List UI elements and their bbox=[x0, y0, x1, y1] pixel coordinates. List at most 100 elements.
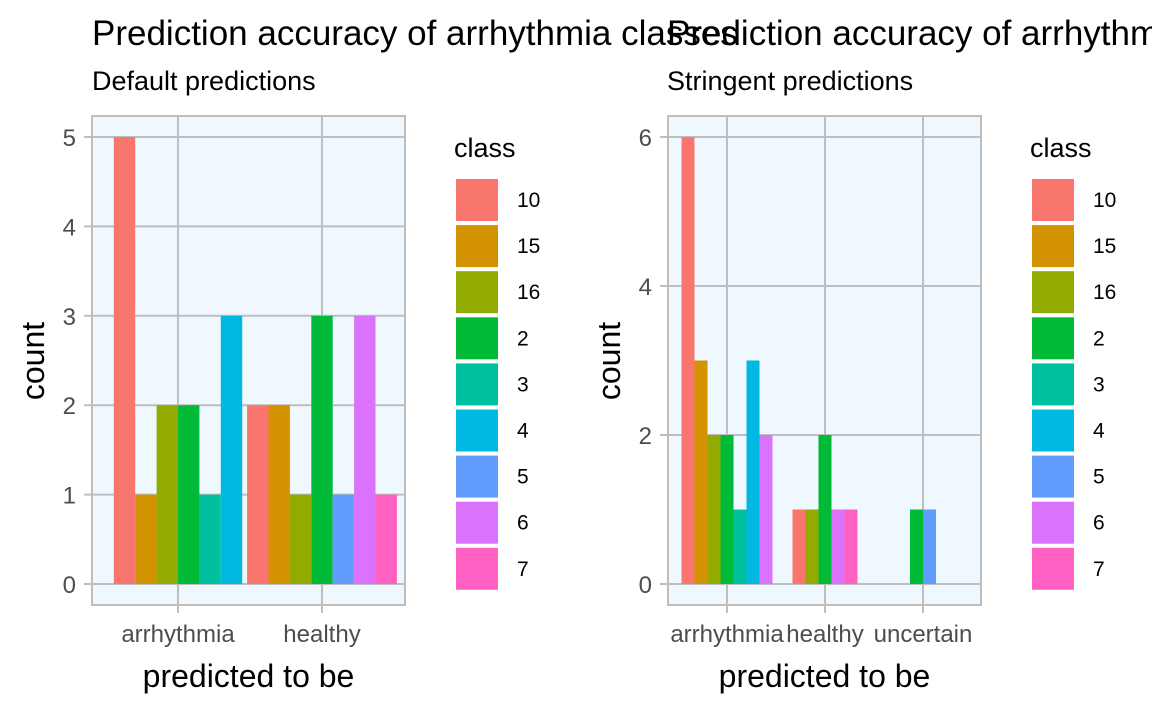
legend-label-5: 5 bbox=[1093, 466, 1105, 489]
legend-label-10: 10 bbox=[1093, 189, 1116, 212]
legend-label-7: 7 bbox=[1093, 558, 1105, 581]
legend-label-5: 5 bbox=[517, 466, 529, 489]
bar-healthy-class-2 bbox=[311, 315, 333, 584]
legend-swatch-5 bbox=[456, 455, 498, 498]
bar-healthy-class-15 bbox=[268, 405, 290, 584]
chart-subtitle: Default predictions bbox=[92, 66, 316, 96]
x-tick-label-healthy: healthy bbox=[786, 621, 863, 648]
chart-panel-2: Prediction accuracy of arrhythmia classe… bbox=[591, 14, 1152, 694]
legend-title: class bbox=[1030, 133, 1092, 163]
x-axis-label: predicted to be bbox=[143, 658, 355, 694]
bars bbox=[113, 137, 397, 584]
bar-healthy-class-5 bbox=[332, 494, 355, 584]
y-tick-label: 5 bbox=[63, 125, 76, 152]
bar-arrhythmia-class-4 bbox=[220, 315, 243, 584]
y-tick-label: 3 bbox=[63, 304, 76, 331]
bar-arrhythmia-class-15 bbox=[694, 360, 708, 584]
y-tick-label: 0 bbox=[63, 572, 76, 599]
legend-swatch-15 bbox=[1032, 225, 1074, 268]
y-axis: 0 1 2 3 4 5 bbox=[63, 125, 92, 599]
y-axis: 0 2 4 6 bbox=[639, 125, 668, 599]
y-tick-label: 4 bbox=[63, 214, 76, 241]
legend-swatch-7 bbox=[456, 547, 498, 590]
bar-healthy-class-7 bbox=[375, 494, 397, 584]
legend: class 10 15 16 2 3 4 5 6 7 bbox=[1030, 133, 1116, 590]
legend-label-15: 15 bbox=[1093, 235, 1116, 258]
bar-arrhythmia-class-6 bbox=[759, 435, 773, 584]
legend-label-16: 16 bbox=[517, 281, 540, 304]
y-tick-label: 2 bbox=[63, 393, 76, 420]
legend: class 10 15 16 2 3 4 5 6 7 bbox=[454, 133, 540, 590]
legend-swatch-16 bbox=[1032, 271, 1074, 314]
legend-label-16: 16 bbox=[1093, 281, 1116, 304]
chart-title: Prediction accuracy of arrhythmia classe… bbox=[92, 14, 738, 53]
legend-label-6: 6 bbox=[1093, 512, 1105, 535]
bar-healthy-class-16 bbox=[289, 494, 312, 584]
legend-swatch-6 bbox=[456, 501, 498, 544]
x-tick-label-arrhythmia: arrhythmia bbox=[121, 621, 235, 648]
bar-arrhythmia-class-2 bbox=[178, 405, 200, 584]
x-axis-label: predicted to be bbox=[719, 658, 931, 694]
y-axis-label: count bbox=[15, 322, 51, 400]
legend-swatch-2 bbox=[456, 317, 498, 360]
legend-swatch-15 bbox=[456, 225, 498, 268]
legend-swatch-2 bbox=[1032, 317, 1074, 360]
legend-label-15: 15 bbox=[517, 235, 540, 258]
bar-healthy-class-10 bbox=[792, 509, 806, 584]
y-tick-label: 4 bbox=[639, 274, 652, 301]
x-tick-label-uncertain: uncertain bbox=[874, 621, 973, 648]
bar-healthy-class-6 bbox=[831, 509, 845, 584]
bar-arrhythmia-class-4 bbox=[746, 360, 760, 584]
legend-label-2: 2 bbox=[517, 327, 529, 350]
legend-swatch-4 bbox=[456, 409, 498, 452]
legend-swatch-16 bbox=[456, 271, 498, 314]
chart-title: Prediction accuracy of arrhythmia classe… bbox=[667, 14, 1152, 53]
bar-uncertain-class-5 bbox=[923, 509, 936, 584]
bar-healthy-class-6 bbox=[354, 315, 376, 584]
bar-uncertain-class-2 bbox=[910, 509, 923, 584]
bar-arrhythmia-class-10 bbox=[681, 137, 695, 584]
y-tick-label: 0 bbox=[639, 572, 652, 599]
chart-subtitle: Stringent predictions bbox=[667, 66, 913, 96]
bar-arrhythmia-class-3 bbox=[733, 509, 747, 584]
y-tick-label: 6 bbox=[639, 125, 652, 152]
bar-arrhythmia-class-2 bbox=[720, 435, 734, 584]
legend-swatch-10 bbox=[456, 179, 498, 221]
y-axis-label: count bbox=[591, 322, 627, 400]
legend-swatch-3 bbox=[456, 363, 498, 406]
legend-label-6: 6 bbox=[517, 512, 529, 535]
legend-label-3: 3 bbox=[1093, 373, 1105, 396]
bars bbox=[681, 137, 936, 584]
x-axis: arrhythmia healthy bbox=[121, 605, 361, 648]
legend-title: class bbox=[454, 133, 516, 163]
y-tick-label: 1 bbox=[63, 483, 76, 510]
legend-label-7: 7 bbox=[517, 558, 529, 581]
bar-healthy-class-10 bbox=[247, 405, 269, 584]
plot-border bbox=[91, 115, 406, 606]
legend-label-10: 10 bbox=[517, 189, 540, 212]
bar-arrhythmia-class-3 bbox=[199, 494, 221, 584]
x-tick-label-arrhythmia: arrhythmia bbox=[670, 621, 784, 648]
legend-swatch-5 bbox=[1032, 455, 1074, 498]
bar-arrhythmia-class-16 bbox=[156, 405, 178, 584]
x-axis: arrhythmia healthy uncertain bbox=[670, 605, 972, 648]
bar-healthy-class-7 bbox=[844, 509, 858, 584]
bar-arrhythmia-class-15 bbox=[135, 494, 157, 584]
legend-swatch-10 bbox=[1032, 179, 1074, 221]
legend-label-2: 2 bbox=[1093, 327, 1105, 350]
bar-healthy-class-2 bbox=[818, 435, 832, 584]
legend-label-4: 4 bbox=[1093, 420, 1105, 443]
legend-swatch-3 bbox=[1032, 363, 1074, 406]
legend-swatch-6 bbox=[1032, 501, 1074, 544]
bar-arrhythmia-class-16 bbox=[707, 435, 721, 584]
x-tick-label-healthy: healthy bbox=[283, 621, 360, 648]
y-tick-label: 2 bbox=[639, 423, 652, 450]
bar-healthy-class-16 bbox=[805, 509, 819, 584]
legend-swatch-7 bbox=[1032, 547, 1074, 590]
legend-label-3: 3 bbox=[517, 373, 529, 396]
chart-panel-1: Prediction accuracy of arrhythmia classe… bbox=[15, 14, 738, 694]
bar-arrhythmia-class-10 bbox=[113, 137, 136, 584]
legend-swatch-4 bbox=[1032, 409, 1074, 452]
legend-label-4: 4 bbox=[517, 420, 529, 443]
